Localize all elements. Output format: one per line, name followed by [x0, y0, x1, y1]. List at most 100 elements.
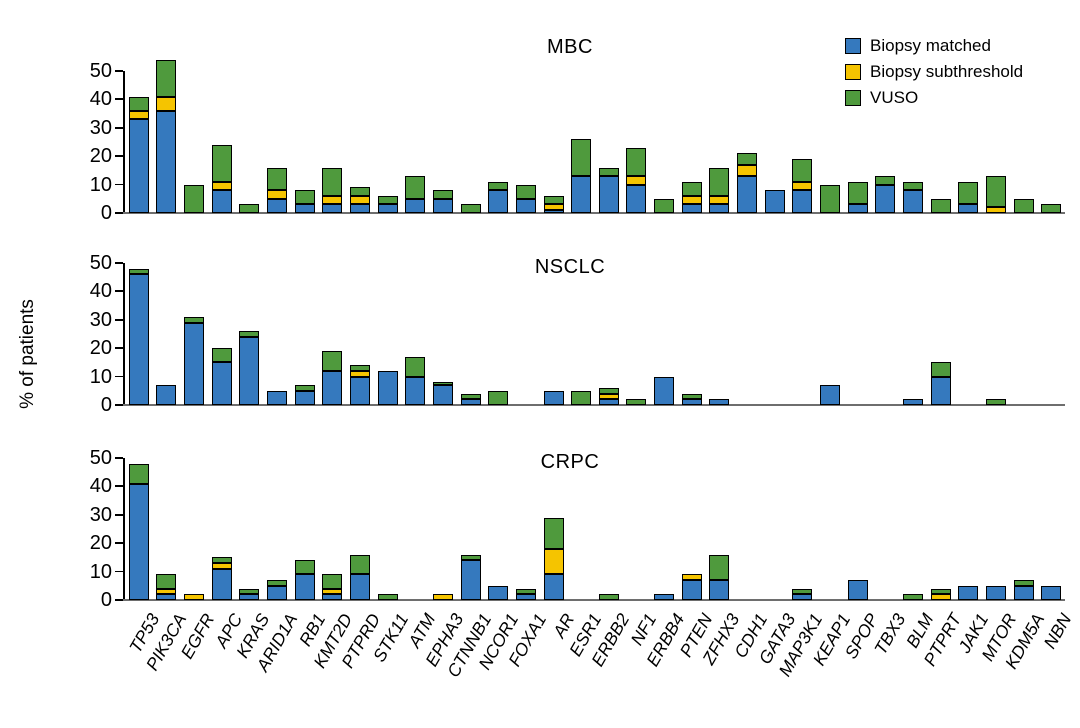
bar-segment-vuso-AR — [543, 517, 564, 549]
bar-segment-subthreshold-APC — [211, 181, 232, 191]
bar-segment-vuso-PTEN — [681, 393, 702, 400]
bar-segment-vuso-NF1 — [626, 147, 647, 177]
bar-segment-matched-CTNNB1 — [460, 560, 481, 600]
bar-segment-matched-TP53 — [128, 483, 149, 600]
y-tick-label: 20 — [89, 145, 112, 168]
bar-segment-matched-TP53 — [128, 119, 149, 213]
panel-title-nsclc: NSCLC — [534, 256, 606, 278]
legend-item-vuso: VUSO — [845, 88, 918, 108]
bar-segment-matched-PTPRD — [350, 574, 370, 600]
bar-segment-matched-MTOR — [985, 585, 1006, 600]
y-axis-line — [123, 263, 125, 405]
bar-segment-matched-APC — [211, 190, 232, 213]
y-tick-label: 50 — [89, 252, 112, 274]
bar-segment-matched-JAK1 — [958, 585, 979, 600]
bar-segment-vuso-APC — [211, 144, 232, 182]
bar-segment-vuso-ERBB2 — [598, 167, 619, 177]
bar-segment-vuso-APC — [211, 557, 232, 564]
bar-segment-matched-ATM — [405, 198, 426, 213]
bar-segment-vuso-MTOR — [985, 399, 1006, 405]
bar-segment-vuso-MTOR — [985, 176, 1006, 208]
y-tick-mark — [115, 375, 123, 378]
y-tick-mark — [115, 155, 123, 157]
bar-segment-vuso-CTNNB1 — [460, 204, 481, 213]
bar-segment-matched-FOXA1 — [515, 198, 536, 213]
y-tick-mark — [115, 212, 123, 214]
bar-segment-matched-ARID1A — [267, 390, 288, 405]
bar-segment-vuso-PTPRD — [350, 365, 370, 371]
bar-segment-vuso-EPHA3 — [432, 190, 453, 199]
bar-segment-vuso-ARID1A — [267, 580, 288, 586]
y-tick-mark — [115, 570, 123, 573]
y-tick-label: 10 — [89, 560, 112, 583]
bar-segment-vuso-ARID1A — [267, 167, 288, 191]
bar-segment-vuso-NCOR1 — [488, 390, 509, 405]
bar-segment-subthreshold-PTEN — [681, 574, 702, 581]
bar-segment-vuso-TP53 — [128, 96, 149, 111]
bar-segment-matched-ERBB2 — [598, 176, 619, 213]
bar-segment-vuso-NBN — [1041, 204, 1062, 213]
bar-segment-vuso-KDM5A — [1013, 580, 1034, 586]
bar-segment-matched-ZFHX3 — [709, 204, 730, 213]
bar-segment-matched-SPOP — [847, 580, 868, 600]
bar-segment-matched-NCOR1 — [488, 585, 509, 600]
bar-segment-vuso-CTNNB1 — [460, 393, 481, 400]
bar-segment-vuso-RB1 — [294, 385, 315, 391]
bar-segment-vuso-STK11 — [377, 195, 398, 205]
bar-segment-matched-EGFR — [184, 322, 205, 405]
bar-segment-matched-AR — [543, 210, 564, 213]
y-axis-line — [123, 458, 125, 600]
bar-segment-vuso-ERBB4 — [654, 198, 675, 213]
y-tick-label: 20 — [89, 532, 112, 555]
bar-segment-vuso-PTPRT — [930, 362, 951, 377]
bar-segment-matched-KMT2D — [322, 594, 343, 600]
y-tick-mark — [115, 347, 123, 349]
bar-segment-subthreshold-APC — [211, 563, 232, 569]
bar-segment-vuso-PIK3CA — [156, 574, 177, 589]
bar-segment-matched-RB1 — [294, 204, 315, 213]
bar-segment-matched-PTPRT — [930, 376, 951, 405]
legend-item-biopsy-subthreshold: Biopsy subthreshold — [845, 62, 1023, 82]
bar-segment-matched-KRAS — [239, 594, 260, 600]
y-tick-label: 0 — [100, 589, 112, 611]
bar-segment-subthreshold-ARID1A — [267, 190, 288, 199]
bar-segment-vuso-ZFHX3 — [709, 167, 730, 196]
bar-segment-vuso-ZFHX3 — [709, 554, 730, 581]
bar-segment-matched-RB1 — [294, 574, 315, 600]
bar-segment-matched-PTEN — [681, 399, 702, 405]
y-tick-mark — [115, 457, 123, 459]
y-tick-label: 0 — [100, 394, 112, 416]
bar-segment-matched-EPHA3 — [432, 198, 453, 213]
bar-segment-vuso-ERBB2 — [598, 594, 619, 600]
bar-segment-matched-ARID1A — [267, 585, 288, 600]
legend-label: Biopsy subthreshold — [870, 62, 1024, 81]
bar-segment-matched-PIK3CA — [156, 594, 177, 600]
bar-segment-vuso-PTPRD — [350, 554, 370, 575]
bar-segment-subthreshold-CDH1 — [737, 164, 758, 177]
bar-segment-matched-NBN — [1041, 585, 1062, 600]
bar-segment-matched-AR — [543, 390, 564, 405]
bar-segment-matched-ZFHX3 — [709, 399, 730, 405]
legend-swatch-yellow — [845, 64, 861, 80]
bar-segment-vuso-EPHA3 — [432, 382, 453, 386]
bar-segment-subthreshold-TP53 — [128, 110, 149, 120]
y-tick-mark — [115, 599, 123, 601]
bar-segment-matched-ATM — [405, 376, 426, 405]
y-axis-title: % of patients — [17, 299, 38, 409]
bar-segment-matched-STK11 — [377, 204, 398, 213]
y-tick-mark — [115, 485, 123, 488]
bar-segment-matched-PTEN — [681, 580, 702, 600]
bar-segment-vuso-MAP3K1 — [792, 159, 813, 182]
y-tick-mark — [115, 542, 123, 544]
bar-segment-matched-KDM5A — [1013, 585, 1034, 600]
panel-title-crpc: CRPC — [540, 451, 600, 473]
bar-segment-vuso-KRAS — [239, 331, 260, 337]
y-tick-mark — [115, 70, 123, 72]
y-tick-label: 40 — [89, 475, 112, 498]
bar-segment-matched-CTNNB1 — [460, 399, 481, 405]
bar-segment-matched-RB1 — [294, 390, 315, 405]
bar-segment-subthreshold-EPHA3 — [432, 594, 453, 600]
bar-segment-vuso-PTPRD — [350, 187, 370, 196]
bar-segment-vuso-ATM — [405, 176, 426, 199]
